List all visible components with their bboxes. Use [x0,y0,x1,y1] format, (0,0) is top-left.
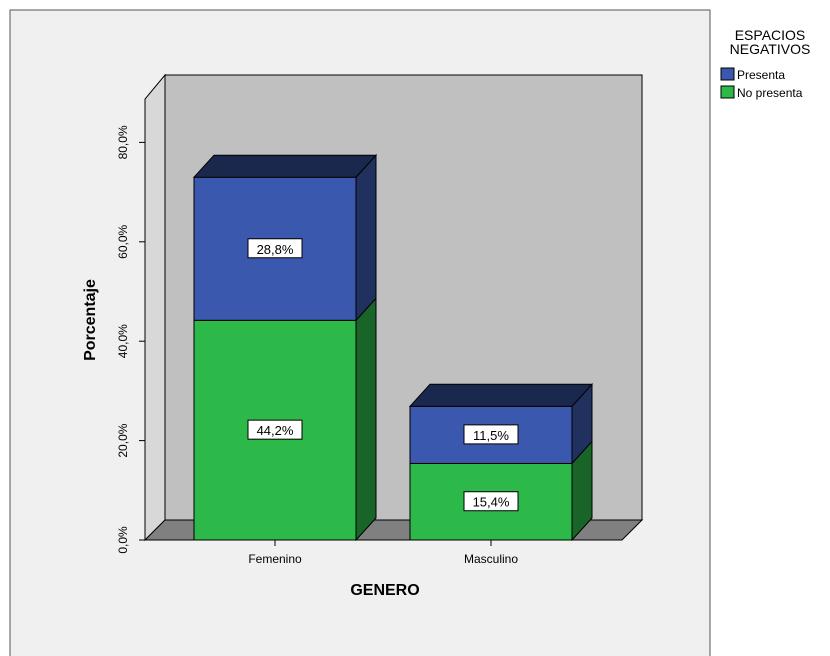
y-axis: 0,0% 20,0% 40,0% 60,0% 80,0% [116,99,146,554]
legend-label-presenta: Presenta [737,68,785,82]
y-axis-title: Porcentaje [82,279,99,361]
data-label: 28,8% [257,242,294,257]
bar-side [355,153,377,322]
legend: ESPACIOS NEGATIVOS Presenta No presenta [720,27,811,100]
x-tick-label: Femenino [248,552,302,566]
bar-side [355,297,377,542]
data-label-box [463,491,519,512]
legend-title-line-2: NEGATIVOS [730,41,811,57]
y-tick-label: 80,0% [116,125,130,159]
legend-label-no-presenta: No presenta [737,86,803,100]
y-tick-label: 20,0% [116,423,130,457]
y-tick-label: 60,0% [116,224,130,258]
left-wall [144,73,166,542]
legend-title-line-1: ESPACIOS [735,27,806,43]
y-tick-label: 0,0% [116,526,130,554]
bar-top [408,383,594,407]
legend-swatch-no-presenta [720,85,735,99]
x-axis-title: GENERO [350,582,419,599]
data-label: 44,2% [257,423,294,438]
bars-group: 44,2% 28,8% 15,4% 11,5% [192,153,594,542]
x-axis: Femenino Masculino [145,539,622,566]
bar-top [192,154,378,178]
data-label: 15,4% [473,495,510,510]
data-label-box [247,419,303,440]
y-tick-label: 40,0% [116,324,130,358]
x-tick-label: Masculino [464,552,518,566]
data-label-box [463,424,519,445]
data-label: 11,5% [473,428,509,443]
legend-swatch-presenta [720,67,735,81]
data-label-box [247,238,303,259]
